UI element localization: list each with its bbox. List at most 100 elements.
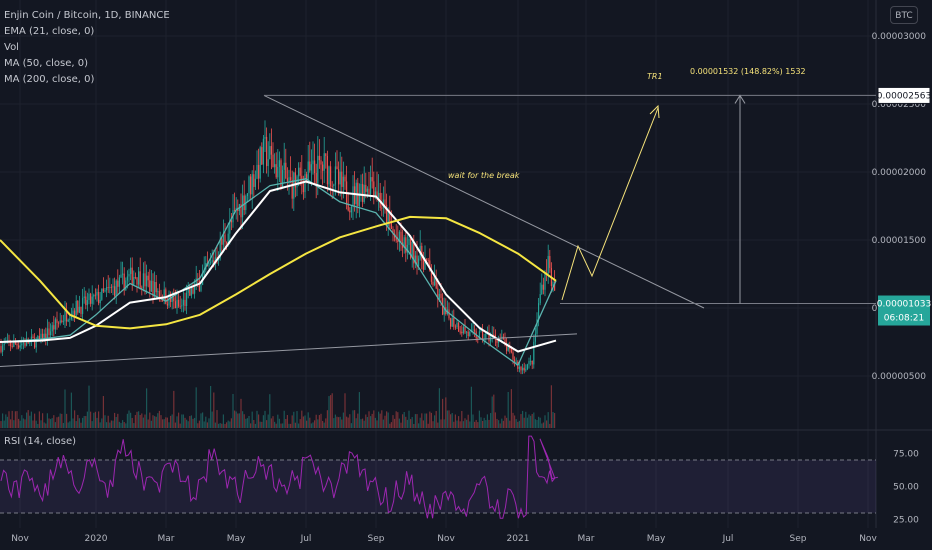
volume-bar bbox=[282, 423, 284, 428]
candle-body bbox=[96, 291, 98, 296]
ma50-legend[interactable]: MA (50, close, 0) bbox=[4, 58, 89, 69]
volume-bar bbox=[426, 413, 428, 428]
candle-body bbox=[354, 186, 356, 205]
volume-bar bbox=[70, 392, 72, 428]
candle-body bbox=[123, 273, 125, 291]
volume-bar bbox=[283, 410, 285, 428]
volume-bar bbox=[234, 410, 236, 428]
rsi-pane[interactable]: 25.00 50.00 75.00 bbox=[0, 435, 919, 526]
candle-body bbox=[541, 284, 543, 295]
candle-body bbox=[3, 343, 5, 346]
candle-body bbox=[38, 336, 40, 340]
volume-bar bbox=[504, 415, 506, 428]
candle-body bbox=[53, 325, 55, 330]
candle-body bbox=[416, 255, 418, 267]
candle-body bbox=[213, 260, 215, 263]
volume-bar bbox=[406, 419, 408, 428]
candle-body bbox=[110, 286, 112, 288]
candle-body bbox=[266, 136, 268, 167]
volume-bar bbox=[357, 413, 359, 428]
ema-legend[interactable]: EMA (21, close, 0) bbox=[4, 26, 95, 37]
volume-bar bbox=[48, 418, 50, 428]
symbol-title[interactable]: Enjin Coin / Bitcoin, 1D, BINANCE bbox=[4, 10, 170, 21]
volume-bar bbox=[350, 423, 352, 428]
volume-bar bbox=[147, 419, 149, 428]
volume-bar bbox=[218, 423, 220, 428]
candle-body bbox=[426, 258, 428, 260]
support-trendline[interactable] bbox=[0, 333, 578, 367]
resistance-trendline[interactable] bbox=[263, 94, 705, 309]
volume-bar bbox=[274, 421, 276, 428]
rsi-tick-label: 75.00 bbox=[893, 449, 919, 459]
candle-body bbox=[214, 257, 216, 263]
volume-bar bbox=[314, 420, 316, 428]
volume-bar bbox=[381, 410, 383, 428]
candle-body bbox=[139, 271, 141, 288]
candle-body bbox=[466, 331, 468, 333]
y-tick-label: 0.00002500 bbox=[872, 100, 927, 110]
projection-path[interactable] bbox=[561, 107, 659, 301]
volume-bar bbox=[6, 416, 8, 428]
candle-body bbox=[254, 178, 256, 187]
ma200-legend[interactable]: MA (200, close, 0) bbox=[4, 74, 95, 85]
volume-bar bbox=[395, 411, 397, 428]
volume-bar bbox=[368, 411, 370, 428]
volume-bar bbox=[488, 419, 490, 428]
volume-bar bbox=[358, 392, 360, 428]
drawings[interactable]: TR1 0.00001532 (148.82%) 1532 wait for the… bbox=[0, 67, 876, 367]
volume-bar bbox=[502, 420, 504, 428]
candle-body bbox=[253, 174, 255, 187]
axes[interactable]: 0.000005000.000010000.000015000.00002000… bbox=[11, 32, 931, 544]
candle-body bbox=[11, 346, 13, 347]
volume-bar bbox=[509, 420, 511, 428]
volume-bar bbox=[536, 419, 538, 428]
candle-body bbox=[344, 176, 346, 182]
candle-body bbox=[406, 244, 408, 253]
volume-bar bbox=[139, 415, 141, 428]
rsi-legend[interactable]: RSI (14, close) bbox=[4, 436, 77, 447]
volume-bar bbox=[117, 413, 119, 428]
candle-body bbox=[429, 260, 431, 271]
volume-bar bbox=[461, 411, 463, 428]
volume-bar bbox=[5, 414, 7, 428]
candle-body bbox=[13, 341, 15, 347]
candle-body bbox=[21, 343, 23, 346]
volume-bar bbox=[531, 414, 533, 428]
candle-body bbox=[133, 277, 135, 285]
volume-bar bbox=[96, 417, 98, 428]
volume-bar bbox=[170, 415, 172, 428]
candle-body bbox=[552, 281, 554, 286]
candle-body bbox=[530, 360, 532, 362]
candle-body bbox=[435, 277, 437, 289]
target-price-tag[interactable] bbox=[877, 86, 931, 104]
volume-bar bbox=[226, 422, 228, 428]
volume-bar bbox=[53, 415, 55, 428]
rsi-tick-label: 25.00 bbox=[893, 516, 919, 526]
candle-body bbox=[102, 288, 104, 292]
candle-body bbox=[274, 164, 276, 168]
volume-bar bbox=[467, 414, 469, 428]
candle-body bbox=[378, 192, 380, 199]
volume-bar bbox=[74, 410, 76, 428]
candle-body bbox=[296, 176, 298, 188]
vol-legend[interactable]: Vol bbox=[4, 42, 19, 53]
volume-bar bbox=[534, 419, 536, 428]
current-price-tag[interactable] bbox=[878, 295, 930, 326]
volume-bar bbox=[258, 414, 260, 428]
volume-bar bbox=[208, 418, 210, 428]
candle-body bbox=[69, 318, 71, 320]
currency-button[interactable]: BTC bbox=[890, 6, 918, 24]
volume-bar bbox=[352, 410, 354, 428]
candle-body bbox=[190, 286, 192, 296]
candle-body bbox=[459, 331, 461, 333]
candle-body bbox=[72, 310, 74, 315]
candle-body bbox=[218, 258, 220, 261]
target-price-text: 0.00002563 bbox=[877, 91, 931, 101]
volume-bar bbox=[125, 423, 127, 428]
volume-bar bbox=[480, 417, 482, 428]
volume-bar bbox=[67, 422, 69, 428]
candle-body bbox=[251, 174, 253, 195]
candle-body bbox=[534, 333, 536, 342]
volume-bar bbox=[224, 423, 226, 428]
